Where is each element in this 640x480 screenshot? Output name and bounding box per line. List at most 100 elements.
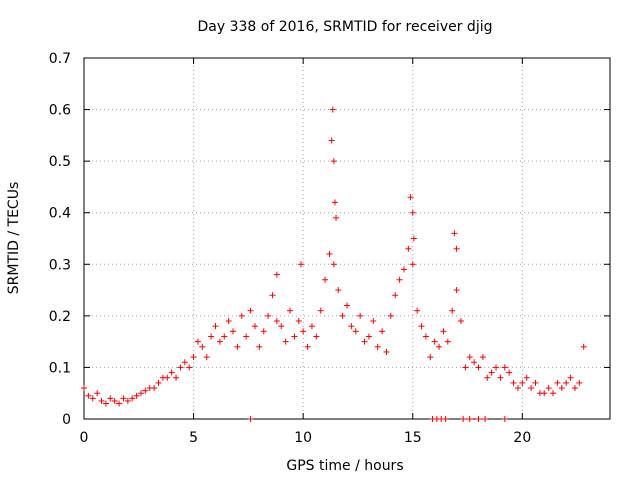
x-tick-label: 15: [404, 430, 422, 446]
data-point: [225, 318, 232, 325]
data-point: [407, 194, 414, 201]
y-tick-label: 0.3: [49, 257, 71, 273]
y-tick-label: 0.4: [49, 206, 71, 222]
data-point: [265, 312, 272, 319]
data-point: [251, 323, 258, 330]
data-point: [304, 343, 311, 350]
data-point: [322, 276, 329, 283]
data-point: [333, 214, 340, 221]
data-point: [440, 328, 447, 335]
data-point: [247, 416, 254, 422]
data-point: [203, 354, 210, 361]
data-point: [89, 395, 96, 402]
data-point: [422, 333, 429, 340]
data-point: [278, 323, 285, 330]
data-point: [247, 307, 254, 314]
x-tick-label: 0: [80, 430, 89, 446]
y-tick-label: 0.1: [49, 360, 71, 376]
data-point: [328, 137, 335, 144]
data-point: [453, 245, 460, 252]
data-point: [471, 359, 478, 366]
data-point: [120, 395, 127, 402]
data-point: [164, 374, 171, 381]
data-point: [519, 379, 526, 386]
data-point: [392, 292, 399, 299]
data-point: [497, 374, 504, 381]
data-point: [501, 416, 508, 422]
data-point: [431, 338, 438, 345]
data-point: [554, 379, 561, 386]
data-point: [234, 343, 241, 350]
data-point: [479, 354, 486, 361]
data-point: [387, 312, 394, 319]
data-point: [329, 106, 336, 113]
data-point: [326, 250, 333, 257]
data-point: [462, 364, 469, 371]
data-point: [405, 245, 412, 252]
data-point: [137, 390, 144, 397]
data-point: [348, 323, 355, 330]
data-point: [453, 287, 460, 294]
data-point: [532, 379, 539, 386]
y-tick-label: 0.5: [49, 154, 71, 170]
data-point: [528, 385, 535, 392]
data-point: [580, 343, 587, 350]
data-point: [142, 387, 149, 394]
x-tick-label: 5: [189, 430, 198, 446]
data-point: [243, 333, 250, 340]
y-tick-label: 0.2: [49, 309, 71, 325]
data-point: [317, 307, 324, 314]
data-point: [449, 307, 456, 314]
data-point: [297, 261, 304, 268]
data-point: [383, 348, 390, 355]
data-point: [256, 343, 263, 350]
data-point: [475, 416, 482, 422]
data-point: [409, 261, 416, 268]
data-point: [194, 338, 201, 345]
data-point: [357, 312, 364, 319]
data-point: [563, 379, 570, 386]
data-point: [269, 292, 276, 299]
data-point: [116, 400, 123, 407]
data-point: [482, 416, 489, 422]
data-point: [124, 397, 131, 404]
data-point: [133, 392, 140, 399]
data-point: [221, 333, 228, 340]
data-point: [168, 369, 175, 376]
data-point: [335, 287, 342, 294]
data-point: [186, 364, 193, 371]
data-point: [151, 385, 158, 392]
data-point: [339, 312, 346, 319]
data-point: [374, 343, 381, 350]
data-point: [273, 271, 280, 278]
data-point: [330, 158, 337, 165]
data-point: [282, 338, 289, 345]
data-point: [173, 374, 180, 381]
data-point: [541, 390, 548, 397]
data-point: [493, 364, 500, 371]
data-point: [523, 374, 530, 381]
data-point: [370, 318, 377, 325]
plot-frame: [83, 57, 611, 420]
data-point: [352, 328, 359, 335]
data-point: [466, 416, 473, 422]
data-point: [444, 338, 451, 345]
data-point: [466, 354, 473, 361]
data-point: [331, 199, 338, 206]
data-point: [567, 374, 574, 381]
data-point: [81, 385, 87, 392]
x-axis-label: GPS time / hours: [286, 458, 403, 474]
data-point: [361, 338, 368, 345]
data-point: [400, 266, 407, 273]
data-point: [238, 312, 245, 319]
data-point: [330, 261, 337, 268]
data-point: [107, 395, 114, 402]
data-point: [85, 392, 92, 399]
data-point: [484, 374, 491, 381]
data-point: [414, 307, 421, 314]
data-point: [410, 235, 417, 242]
data-point: [181, 359, 188, 366]
data-point: [199, 343, 206, 350]
